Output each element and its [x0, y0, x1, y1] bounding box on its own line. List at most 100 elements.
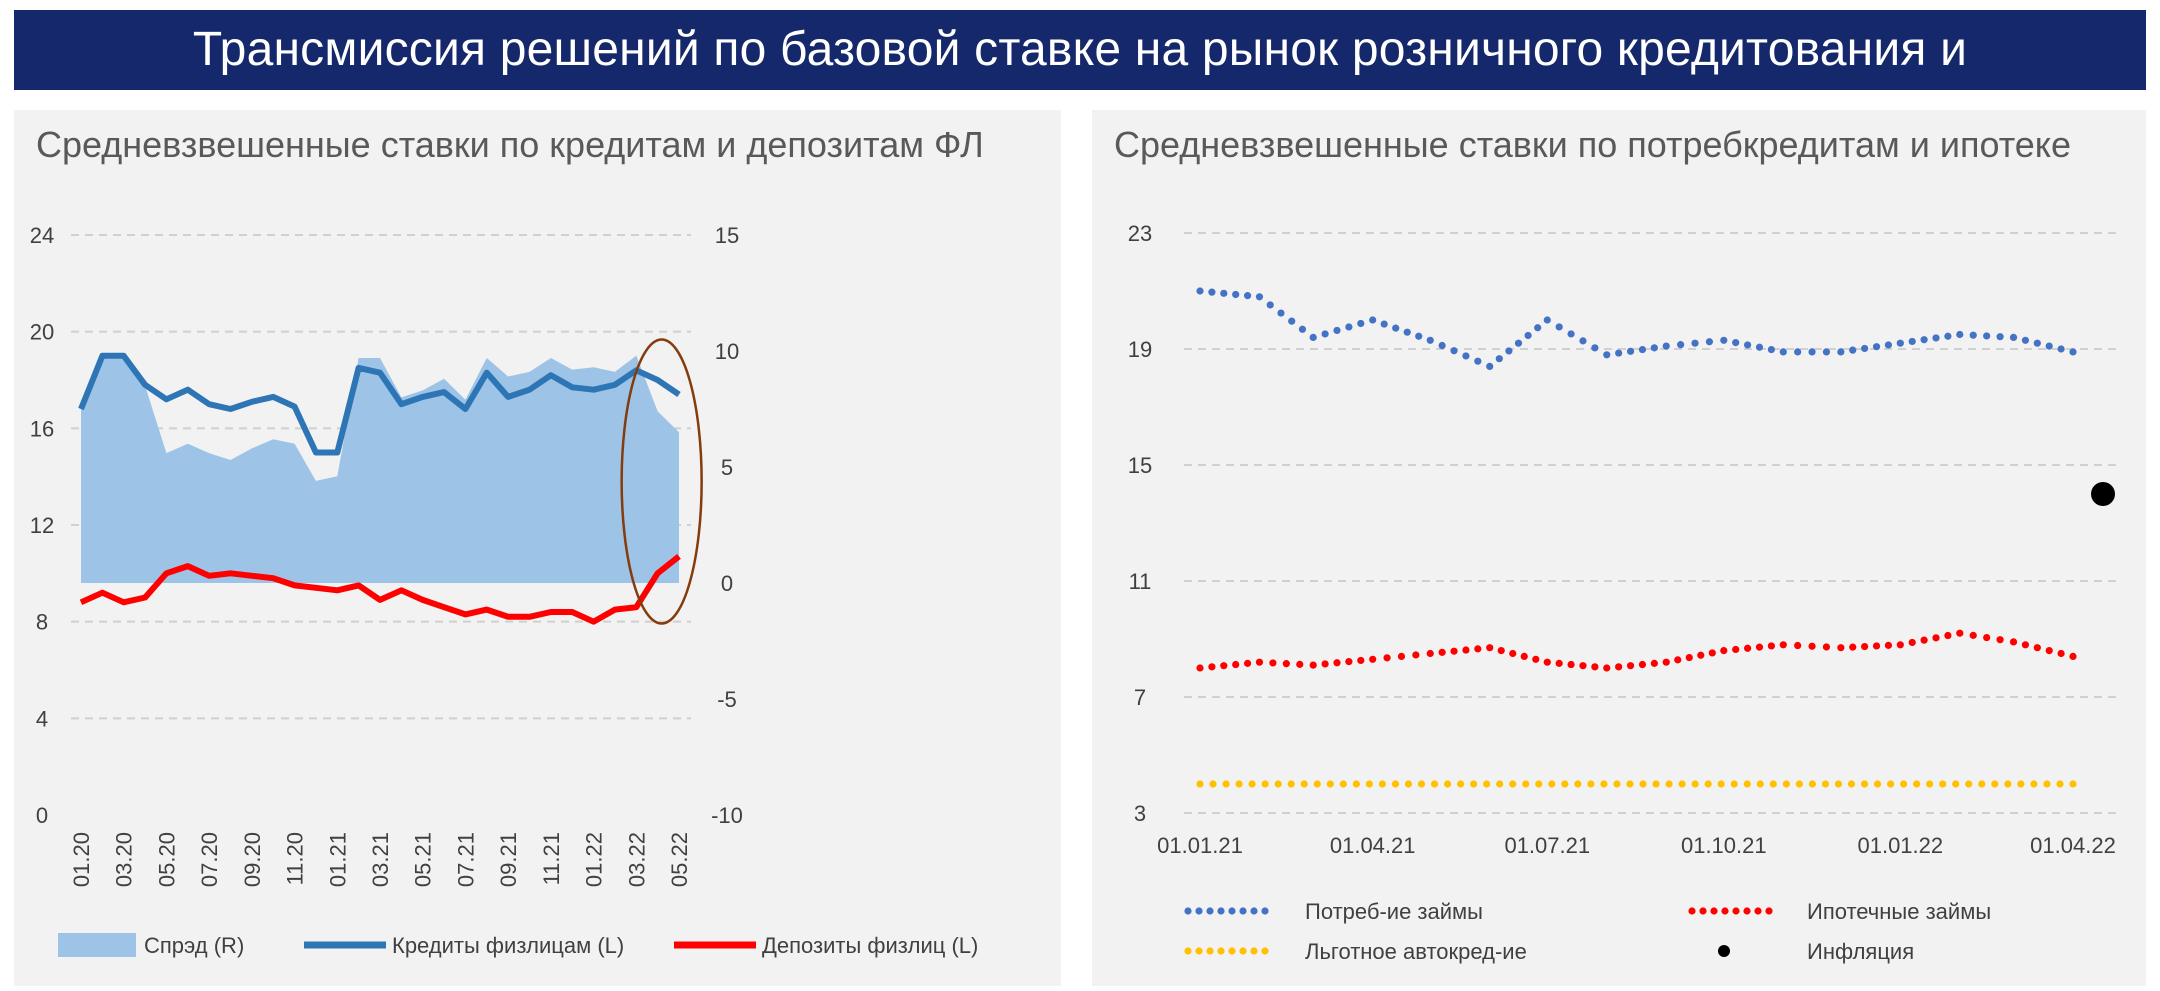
auto-loans-series-dot [1535, 780, 1543, 788]
right-chart-x-tick: 01.04.21 [1330, 833, 1416, 858]
mortgage-loans-series-dot [2069, 652, 2077, 661]
consumer-loans-series-dot [1638, 345, 1647, 354]
consumer-loans-series-dot [1861, 344, 1869, 353]
legend-label-consumer: Потреб-ие займы [1305, 899, 1483, 924]
mortgage-loans-series-dot [1321, 660, 1329, 668]
legend-swatch-auto-dot [1261, 947, 1269, 955]
consumer-loans-series-dot [1450, 347, 1458, 355]
legend-swatch-consumer-dot [1250, 907, 1258, 915]
mortgage-loans-series-dot [1532, 655, 1540, 663]
legend-swatch-consumer-dot [1184, 907, 1192, 915]
consumer-loans-series [1196, 287, 2077, 370]
mortgage-loans-series-dot [1282, 660, 1290, 668]
consumer-loans-series-dot [1944, 332, 1952, 340]
legend-label-inflation: Инфляция [1807, 939, 1914, 964]
mortgage-loans-series-dot [1579, 662, 1587, 670]
mortgage-loans-series-dot [1520, 652, 1528, 661]
consumer-loans-series-dot [1932, 334, 1940, 342]
consumer-loans-series-dot [1514, 339, 1523, 347]
mortgage-loans-series-dot [1333, 659, 1341, 667]
mortgage-loans-series-dot [1708, 649, 1716, 657]
legend-swatch-mortgage [1688, 907, 1773, 915]
legend-swatch-consumer-dot [1261, 907, 1269, 915]
mortgage-loans-series-dot [1861, 642, 1869, 651]
consumer-loans-series-dot [1691, 339, 1699, 347]
auto-loans-series-dot [1352, 780, 1360, 788]
consumer-loans-series-dot [1603, 351, 1611, 359]
auto-loans-series-dot [1300, 780, 1308, 788]
right-chart-svg: 3 7 11 15 19 23 01.01.21 01.04.21 01.07.21 01.10.… [1128, 221, 2122, 964]
right-axis-tick: 15 [715, 223, 739, 248]
consumer-loans-series-dot [1415, 332, 1423, 340]
x-axis-tick: 03.21 [368, 832, 393, 887]
right-axis-tick: 0 [721, 571, 733, 596]
right-chart-y-tick: 11 [1129, 569, 1152, 594]
right-chart-panel: Средневзвешенные ставки по потребкредита… [1092, 110, 2146, 986]
legend-swatch-mortgage-dot [1699, 907, 1707, 915]
auto-loans-series-dot [1248, 780, 1256, 788]
auto-loans-series-dot [1808, 780, 1817, 788]
mortgage-loans-series-dot [1243, 659, 1252, 667]
mortgage-loans-series-dot [1662, 658, 1670, 666]
left-axis-tick: 12 [30, 513, 54, 538]
right-axis-tick: -10 [711, 803, 743, 828]
auto-loans-series-dot [1587, 780, 1595, 788]
consumer-loans-series-dot [1345, 323, 1353, 331]
auto-loans-series-dot [2017, 780, 2025, 788]
mortgage-loans-series-dot [1755, 643, 1764, 651]
mortgage-loans-series-dot [1196, 664, 1204, 672]
legend-swatch-auto-dot [1228, 947, 1236, 955]
mortgage-loans-series-dot [1462, 646, 1470, 654]
auto-loans-series-dot [2069, 780, 2077, 788]
x-axis-tick: 09.21 [496, 832, 521, 887]
consumer-loans-series-dot [1208, 288, 1216, 296]
mortgage-loans-series-dot [1296, 660, 1304, 668]
auto-loans-series-dot [1313, 780, 1321, 788]
mortgage-loans-series-dot [1697, 651, 1705, 659]
mortgage-loans-series-dot [1208, 663, 1216, 671]
mortgage-loans-series-dot [1767, 642, 1775, 650]
legend-swatch-consumer-dot [1228, 907, 1236, 915]
mortgage-loans-series-dot [1615, 663, 1623, 671]
mortgage-loans-series-dot [1650, 659, 1658, 667]
x-axis-tick: 05.21 [411, 832, 436, 887]
consumer-loans-series-dot [1321, 330, 1329, 338]
mortgage-loans-series-dot [1497, 647, 1505, 655]
auto-loans-series-dot [1873, 780, 1882, 788]
legend-swatch-auto-dot [1195, 947, 1203, 955]
auto-loans-series-dot [1470, 780, 1478, 788]
consumer-loans-series-dot [1956, 330, 1964, 339]
consumer-loans-series-dot [1232, 290, 1240, 299]
mortgage-loans-series-dot [1543, 658, 1551, 666]
right-chart-x-tick: 01.01.22 [1857, 833, 1943, 858]
mortgage-loans-series-dot [2045, 647, 2053, 655]
mortgage-loans-series-dot [1996, 636, 2004, 644]
right-chart-y-tick: 3 [1134, 801, 1146, 826]
auto-loans-series-dot [1196, 780, 1204, 788]
auto-loans-series-dot [1860, 780, 1869, 788]
right-chart-y-tick: 7 [1134, 685, 1146, 710]
x-axis-tick: 05.22 [667, 832, 692, 887]
mortgage-loans-series-dot [1779, 641, 1787, 649]
auto-loans-series-dot [1209, 780, 1217, 788]
consumer-loans-series-dot [1369, 316, 1377, 324]
mortgage-loans-series-dot [1345, 658, 1353, 666]
x-axis-tick: 01.22 [582, 832, 607, 887]
auto-loans-series-dot [1456, 780, 1465, 788]
consumer-loans-series-dot [1615, 349, 1623, 357]
consumer-loans-series-dot [1392, 324, 1400, 332]
consumer-loans-series-dot [1196, 287, 1204, 295]
mortgage-loans-series-dot [2033, 644, 2041, 652]
mortgage-loans-series-dot [1956, 629, 1964, 637]
mortgage-loans-series-dot [1567, 660, 1575, 669]
legend-swatch-mortgage-dot [1765, 907, 1773, 915]
mortgage-loans-series-dot [1743, 644, 1752, 652]
right-chart-x-tick: 01.07.21 [1504, 833, 1590, 858]
auto-loans-series-dot [1261, 780, 1269, 788]
mortgage-loans-series-dot [1438, 648, 1446, 656]
legend-swatch-consumer-dot [1206, 907, 1214, 915]
legend-label-mortgage: Ипотечные займы [1807, 899, 1991, 924]
consumer-loans-series-dot [2045, 342, 2053, 350]
mortgage-loans-series-dot [1983, 633, 1991, 642]
legend-swatch-auto-dot [1184, 947, 1192, 955]
